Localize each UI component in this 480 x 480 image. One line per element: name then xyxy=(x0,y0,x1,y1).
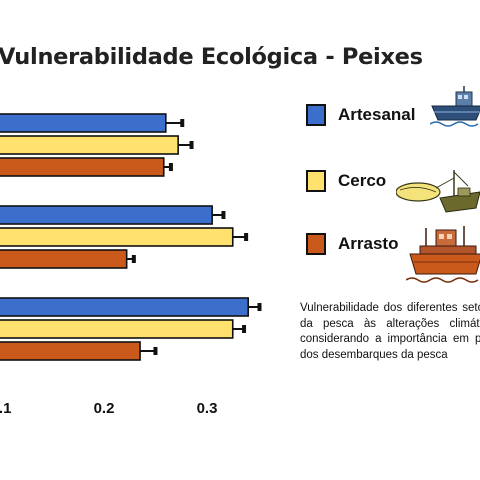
bar xyxy=(0,157,165,177)
chart-caption: Vulnerabilidade dos diferentes setores d… xyxy=(300,302,480,361)
error-bar-cap xyxy=(242,325,247,333)
bar xyxy=(0,319,234,339)
bar-chart: 0.1 0.2 0.3 xyxy=(0,113,262,417)
error-bar-cap xyxy=(257,303,262,311)
purse-seine-boat-icon xyxy=(396,170,480,213)
error-bar-cap xyxy=(189,141,194,149)
error-bar-cap xyxy=(153,347,158,355)
bar xyxy=(0,135,179,155)
bar xyxy=(0,297,249,317)
legend-label-cerco: Cerco xyxy=(338,171,387,190)
error-bar-cap xyxy=(168,163,173,171)
x-tick-label: 0.3 xyxy=(197,400,218,417)
bar xyxy=(0,249,128,269)
legend-label-artesanal: Artesanal xyxy=(338,105,416,124)
error-bar-cap xyxy=(180,119,185,127)
bar xyxy=(0,113,167,133)
error-bar-cap xyxy=(244,233,249,241)
small-boat-icon xyxy=(430,86,480,127)
bar xyxy=(0,227,234,247)
legend-swatch-cerco xyxy=(306,170,326,192)
x-tick-label: 0.2 xyxy=(94,400,115,417)
chart-title: Vulnerabilidade Ecológica - Peixes xyxy=(0,44,423,70)
bar xyxy=(0,341,141,361)
legend-swatch-arrasto xyxy=(306,233,326,255)
legend-label-arrasto: Arrasto xyxy=(338,234,399,253)
bar xyxy=(0,205,213,225)
x-tick-label: 0.1 xyxy=(0,400,11,417)
legend-swatch-artesanal xyxy=(306,104,326,126)
trawler-boat-icon xyxy=(406,226,480,283)
error-bar-cap xyxy=(221,211,226,219)
error-bar-cap xyxy=(131,255,136,263)
